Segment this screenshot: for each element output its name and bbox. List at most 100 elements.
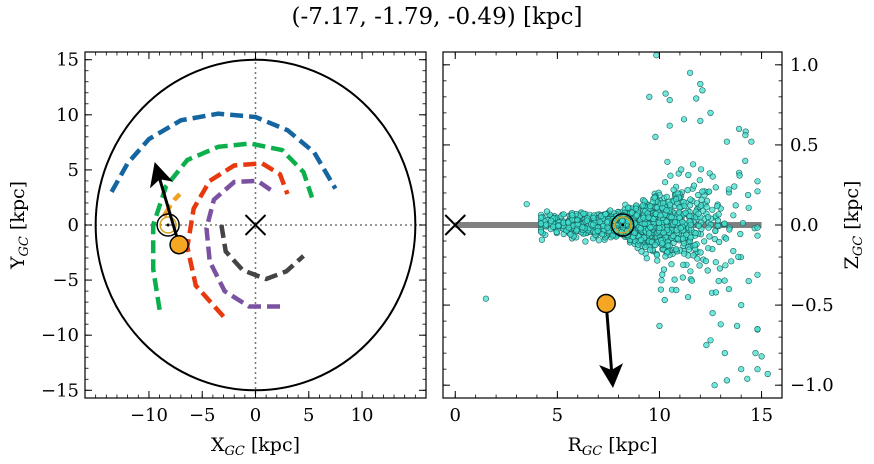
star-point xyxy=(663,207,670,214)
star-point xyxy=(752,350,759,357)
star-point xyxy=(660,229,667,236)
left-panel: −10 −5 0 5 10 −15 −10 −5 0 5 10 15 XGC [kpc] YGC [kpc… xyxy=(7,50,427,459)
star-point xyxy=(721,350,728,357)
velocity-arrow xyxy=(149,161,181,246)
star-point xyxy=(712,289,720,296)
star-point xyxy=(754,271,761,278)
y-tick-label: −5 xyxy=(52,270,79,291)
star-point xyxy=(690,252,697,259)
sun-marker xyxy=(610,213,635,237)
star-point xyxy=(722,235,730,242)
star-point xyxy=(602,211,609,218)
star-point xyxy=(745,204,752,211)
y-tick-label: −15 xyxy=(41,380,79,401)
star-point xyxy=(639,202,646,209)
right-plot-area xyxy=(444,52,771,389)
star-point xyxy=(684,187,691,194)
star-point xyxy=(764,370,771,378)
y-tick-label: 15 xyxy=(56,50,79,71)
x-axis-label: XGC [kpc] xyxy=(211,434,300,459)
star-point xyxy=(583,217,591,224)
y-tick-label: 5 xyxy=(68,160,79,181)
star-point xyxy=(671,219,679,226)
star-point xyxy=(670,186,677,193)
sun-marker-dot xyxy=(621,223,625,227)
star-point xyxy=(697,249,704,256)
star-point xyxy=(641,220,648,227)
star-point xyxy=(717,321,724,328)
star-point xyxy=(681,250,688,257)
star-point xyxy=(638,236,645,244)
y-axis-label: YGC [kpc] xyxy=(7,181,32,270)
star-point xyxy=(660,266,668,273)
star-point xyxy=(690,182,698,189)
star-point xyxy=(573,227,580,234)
star-point xyxy=(656,322,663,330)
x-tick-label: −5 xyxy=(189,405,216,426)
star-point xyxy=(642,243,649,250)
star-point xyxy=(687,196,694,203)
star-point xyxy=(645,214,652,221)
star-point xyxy=(676,204,683,211)
star-point xyxy=(715,278,722,285)
x-tick-label: 15 xyxy=(750,405,773,426)
star-point xyxy=(742,157,749,164)
star-point xyxy=(688,277,696,284)
star-point xyxy=(604,224,611,231)
star-point xyxy=(652,241,659,249)
star-point xyxy=(594,227,601,235)
star-point xyxy=(672,246,680,253)
star-point xyxy=(657,212,664,219)
star-point xyxy=(633,212,640,219)
star-point xyxy=(695,210,702,217)
star-point xyxy=(538,236,546,243)
star-point xyxy=(754,188,761,195)
star-point xyxy=(619,217,626,224)
spiral-arm-line xyxy=(161,192,182,218)
star-point xyxy=(537,214,545,221)
star-point xyxy=(628,209,636,216)
star-point xyxy=(712,227,719,235)
star-point xyxy=(754,366,761,373)
star-point xyxy=(733,322,741,330)
star-point xyxy=(657,286,665,293)
star-point xyxy=(730,248,737,255)
star-point xyxy=(697,117,704,124)
star-point xyxy=(707,109,714,116)
star-point xyxy=(704,267,711,274)
star-point xyxy=(754,232,761,239)
star-point xyxy=(674,235,682,242)
star-point xyxy=(659,240,666,247)
star-point xyxy=(553,228,560,236)
star-point xyxy=(579,224,586,231)
star-point xyxy=(664,242,671,249)
sun-marker-ring xyxy=(159,216,177,234)
star-point xyxy=(735,253,742,260)
star-point xyxy=(482,295,490,302)
sun-marker xyxy=(156,213,180,237)
star-point xyxy=(715,211,722,218)
star-point xyxy=(758,353,765,360)
star-point xyxy=(653,204,661,211)
y-tick-label: 0.0 xyxy=(790,215,819,236)
star-point xyxy=(703,342,710,349)
galactic-center-marker xyxy=(244,214,267,236)
star-point xyxy=(607,207,614,214)
star-point xyxy=(723,377,731,384)
star-point xyxy=(706,233,713,240)
spiral-arm-line xyxy=(204,178,280,309)
star-point xyxy=(709,206,716,213)
star-point xyxy=(569,212,576,219)
star-point xyxy=(687,221,694,228)
star-point xyxy=(726,226,733,233)
star-point xyxy=(711,382,718,389)
star-point xyxy=(543,208,551,215)
y-tick-label: 10 xyxy=(56,105,79,126)
star-point xyxy=(725,286,733,293)
star-point xyxy=(680,116,688,123)
star-point xyxy=(689,161,697,168)
star-point xyxy=(655,219,663,226)
star-point xyxy=(695,222,702,229)
right-panel: 0 5 10 15 −1.0 −0.5 0.0 0.5 1.0 RGC [kpc] ZGC [kpc… xyxy=(442,51,866,459)
